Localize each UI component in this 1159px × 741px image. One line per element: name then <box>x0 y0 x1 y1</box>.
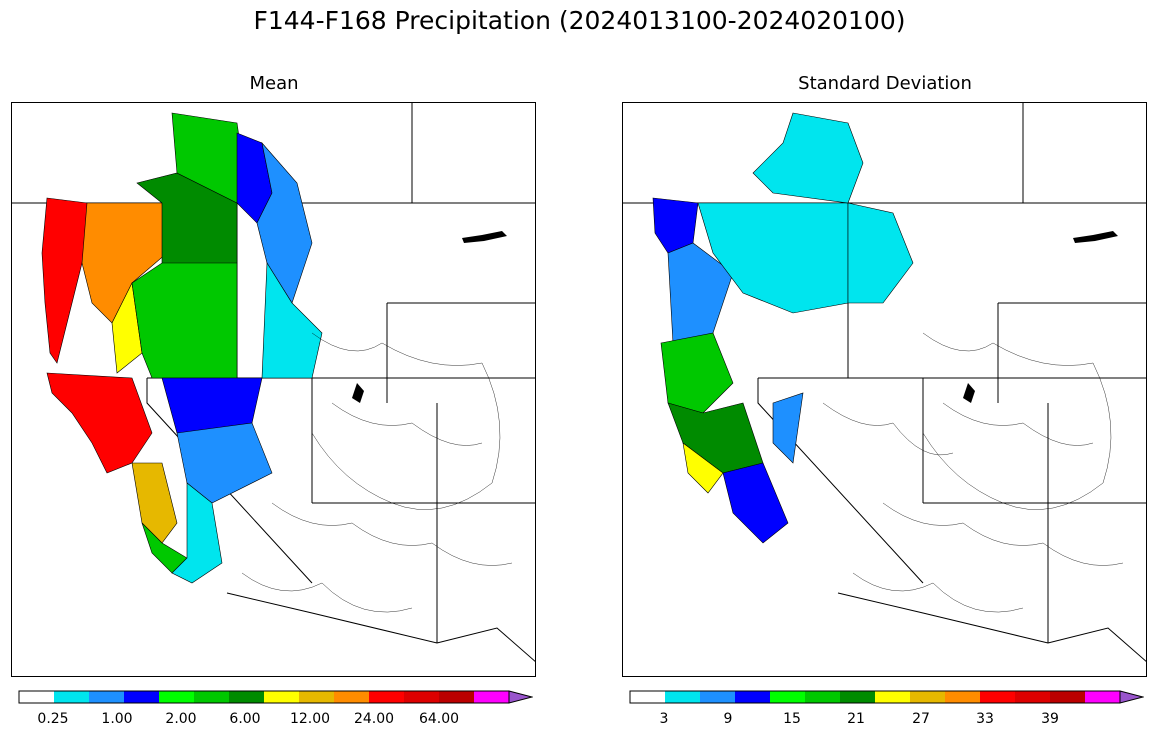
mean-tick-label: 1.00 <box>101 711 133 727</box>
colorbar-segment <box>19 691 55 703</box>
std-colorbar <box>629 690 1144 704</box>
colorbar-extend-arrow <box>1119 690 1144 704</box>
mean-tick-label: 64.00 <box>418 711 460 727</box>
colorbar-segment <box>665 691 701 703</box>
basin-mt-central <box>261 262 323 379</box>
mean-tick-label: 12.00 <box>289 711 331 727</box>
basin-norcal <box>46 372 153 474</box>
colorbar-segment <box>439 691 475 703</box>
lake-hint-2 <box>1073 231 1118 243</box>
colorbar-segment <box>1050 691 1086 703</box>
sd-basin-bc <box>752 112 864 204</box>
colorbar-segment <box>1085 691 1121 703</box>
sd-basin-nw-ca <box>660 332 734 414</box>
mean-tick-label: 0.25 <box>37 711 69 727</box>
colorbar-segment <box>945 691 981 703</box>
colorbar-segment <box>770 691 806 703</box>
colorbar-segment <box>159 691 195 703</box>
basin-ne-nv <box>176 422 273 504</box>
colorbar-segment <box>124 691 160 703</box>
colorbar-segment <box>700 691 736 703</box>
mexico-border <box>226 592 535 662</box>
colorbar-segment <box>474 691 510 703</box>
great-salt-lake-2 <box>963 383 975 403</box>
colorbar-segment <box>89 691 125 703</box>
colorbar-segment <box>299 691 335 703</box>
std-panel-title: Standard Deviation <box>798 73 972 94</box>
colorbar-segment <box>840 691 876 703</box>
ca-nv-line <box>146 378 313 584</box>
ca-nv-line-2 <box>757 378 924 584</box>
std-tick-label: 33 <box>976 711 994 727</box>
colorbar-segment <box>264 691 300 703</box>
sd-basin-sierra <box>722 462 789 544</box>
lake-manitoba-hint <box>462 231 507 243</box>
colorbar-outline <box>629 690 1121 704</box>
colorbar-segment <box>404 691 440 703</box>
mexico-border-2 <box>837 592 1146 662</box>
std-tick-label: 27 <box>912 711 930 727</box>
sd-basin-or-coast <box>667 242 734 344</box>
mean-tick-label: 6.00 <box>229 711 261 727</box>
colorbar-segment <box>194 691 230 703</box>
colorbar-segment <box>805 691 841 703</box>
mean-colorbar <box>18 690 533 704</box>
mean-panel-title: Mean <box>249 73 299 94</box>
colorbar-segment <box>229 691 265 703</box>
colorbar-segment <box>54 691 90 703</box>
great-salt-lake <box>352 383 364 403</box>
colorbar-segment <box>630 691 666 703</box>
colorbar-outline <box>18 690 510 704</box>
std-tick-label: 39 <box>1041 711 1059 727</box>
colorbar-segment <box>875 691 911 703</box>
figure-title: F144-F168 Precipitation (2024013100-2024… <box>253 6 906 35</box>
colorbar-segment <box>980 691 1016 703</box>
mean-map-svg <box>12 103 535 662</box>
sd-basin-sac <box>667 402 764 474</box>
mean-tick-label: 2.00 <box>165 711 197 727</box>
std-map <box>622 102 1147 677</box>
std-tick-label: 9 <box>723 711 733 727</box>
basin-owens <box>171 482 223 584</box>
sd-basin-mt-w <box>847 202 914 304</box>
colorbar-segment <box>1015 691 1051 703</box>
colorbar-segment <box>334 691 370 703</box>
mean-tick-label: 24.00 <box>353 711 395 727</box>
basin-central-id <box>131 262 238 379</box>
std-tick-label: 15 <box>783 711 801 727</box>
std-map-svg <box>623 103 1146 662</box>
colorbar-segment <box>910 691 946 703</box>
colorbar-segment <box>735 691 771 703</box>
std-tick-label: 3 <box>659 711 669 727</box>
basin-sierra <box>131 462 178 544</box>
sd-basin-ne-ca <box>772 392 804 464</box>
colorbar-segment <box>369 691 405 703</box>
std-tick-label: 21 <box>847 711 865 727</box>
colorbar-extend-arrow <box>508 690 533 704</box>
mean-map <box>11 102 536 677</box>
sd-basin-bay <box>682 442 724 494</box>
